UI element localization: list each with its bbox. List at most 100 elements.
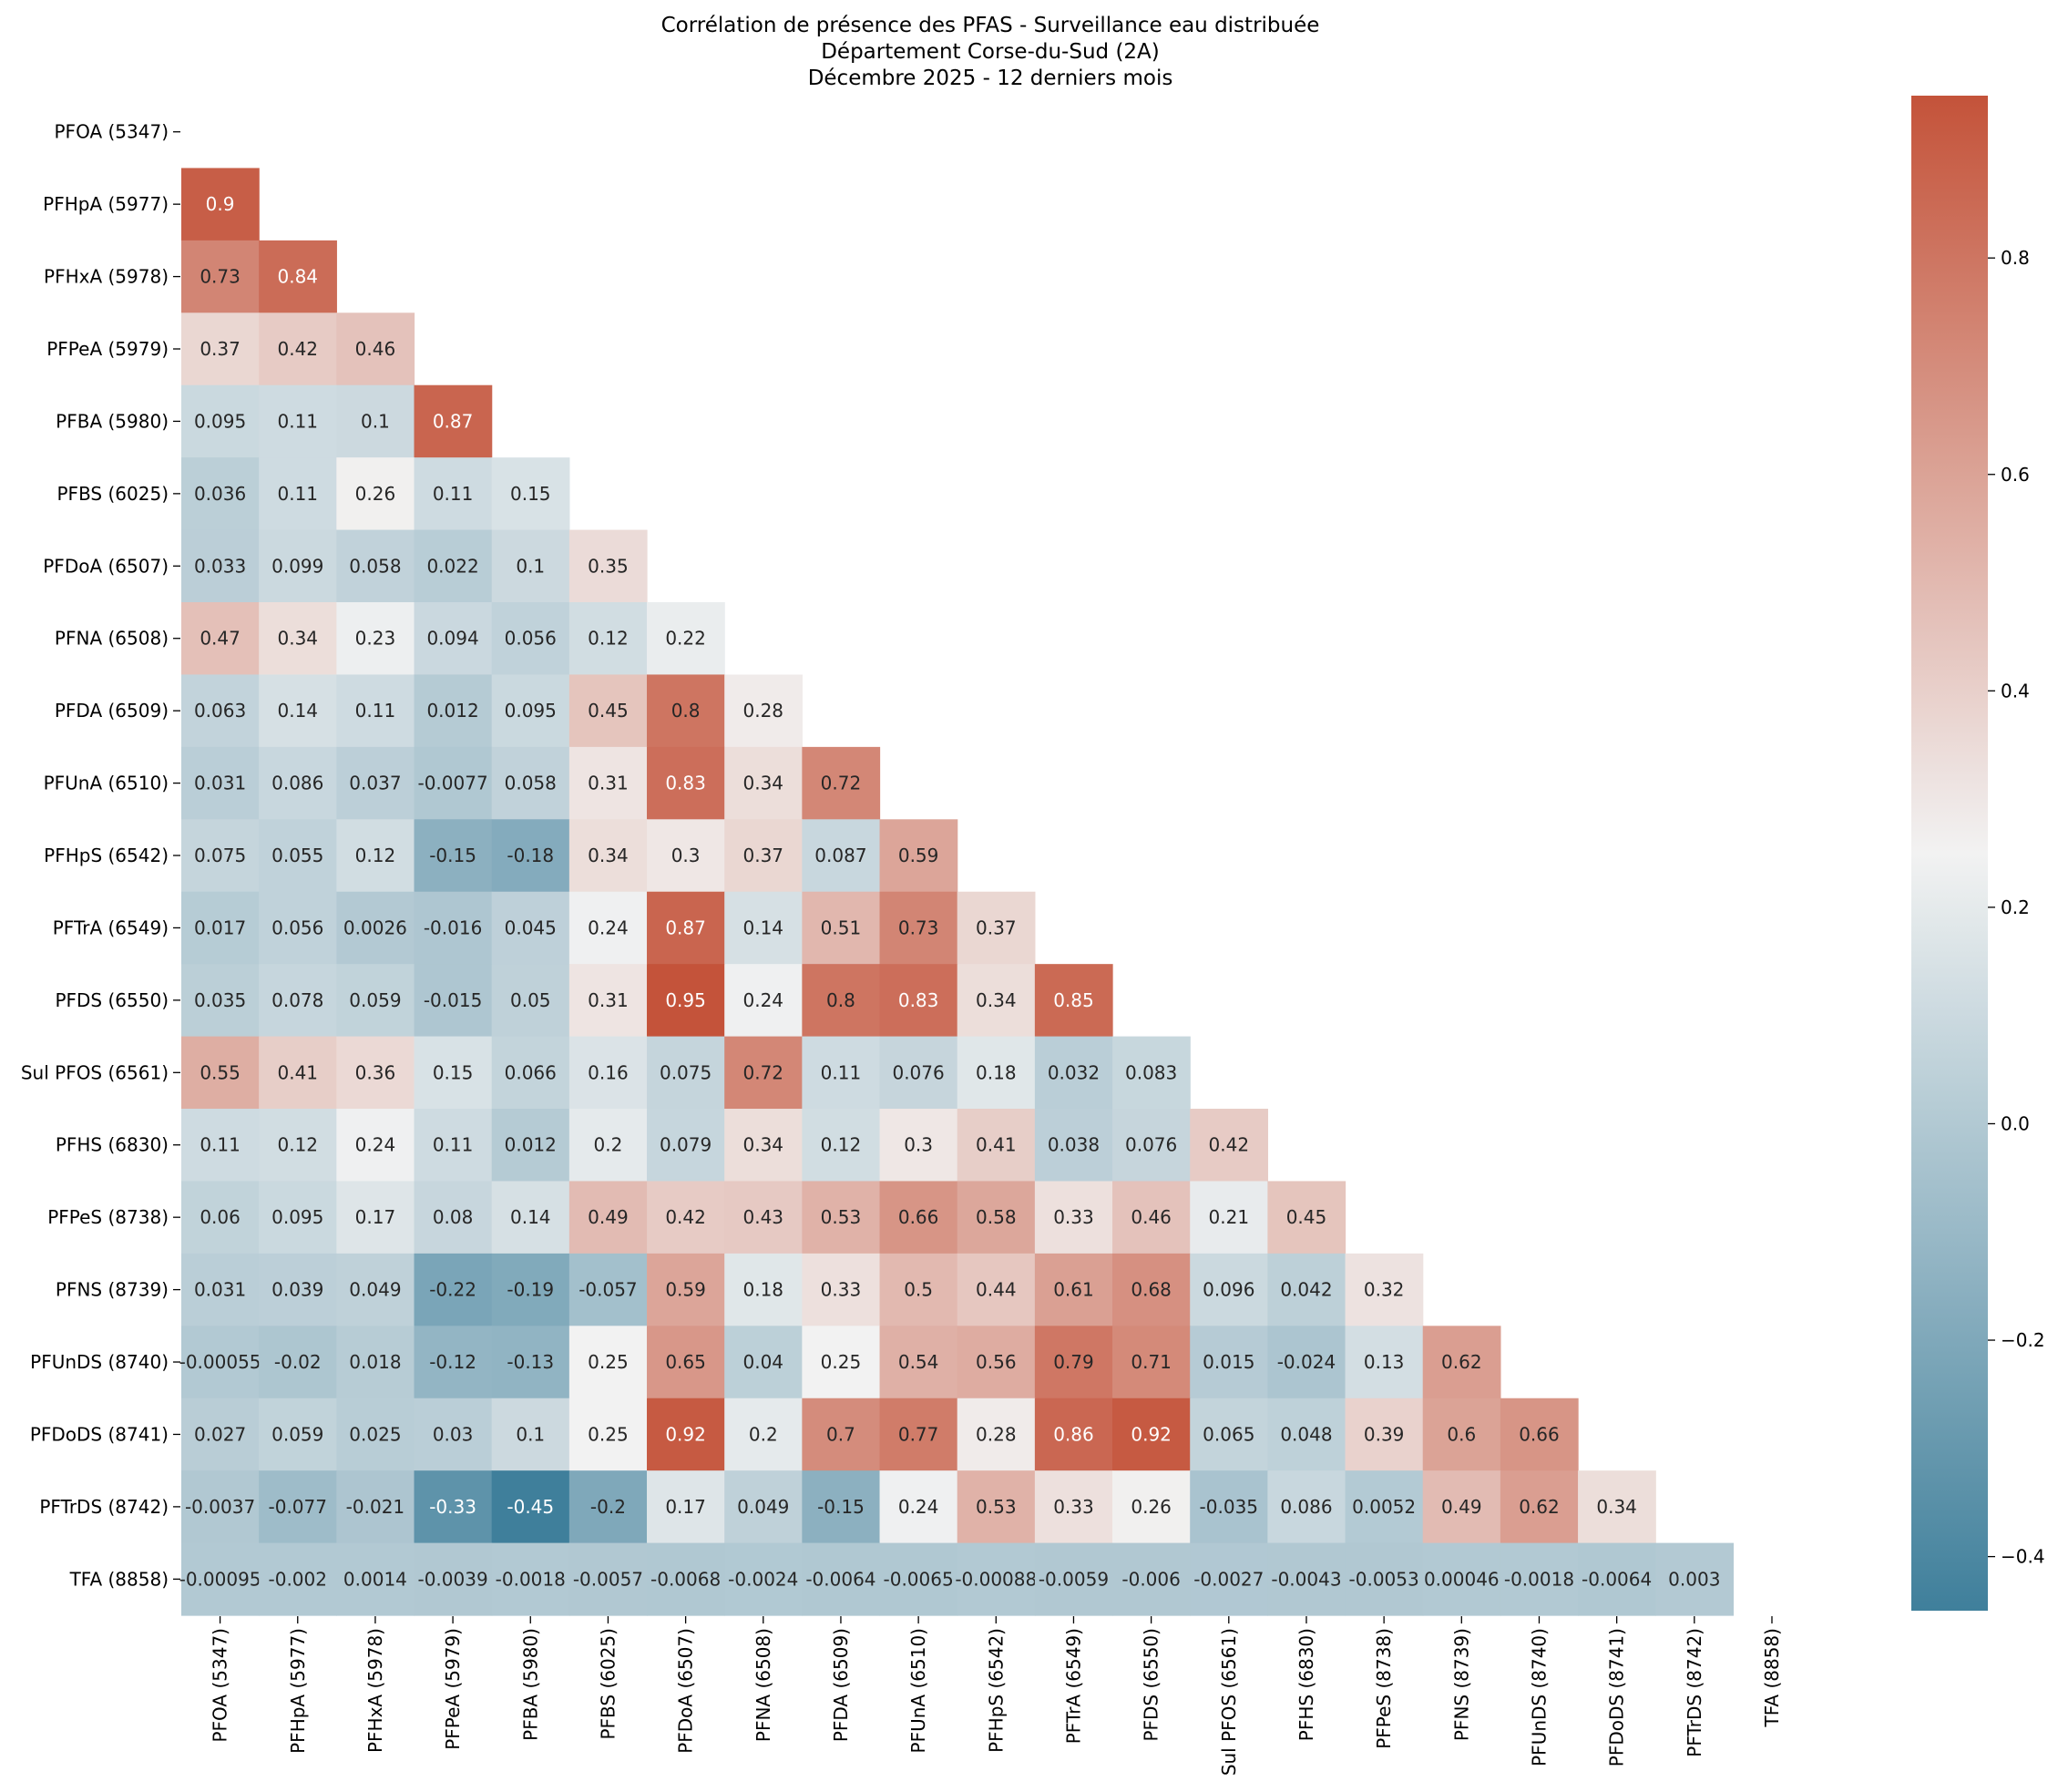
heatmap-cell — [879, 819, 958, 893]
cell-value-label: 0.22 — [665, 628, 706, 650]
x-axis-tick-label: PFDoDS (8741) — [1606, 1628, 1628, 1766]
heatmap-cell — [957, 1470, 1036, 1544]
cell-value-label: 0.34 — [743, 1134, 784, 1156]
heatmap-cell — [957, 1253, 1036, 1326]
heatmap-cell — [491, 746, 570, 820]
heatmap-cell — [259, 457, 337, 531]
heatmap-cell — [491, 964, 570, 1038]
cell-value-label: 0.11 — [821, 1061, 862, 1083]
heatmap-cell — [181, 1398, 260, 1471]
heatmap-cell — [568, 891, 648, 965]
cell-value-label: 0.34 — [588, 845, 629, 866]
heatmap-cell — [802, 746, 881, 820]
heatmap-cell — [336, 602, 415, 676]
x-axis-tick-label: PFNA (6508) — [753, 1628, 774, 1742]
heatmap-cell — [1345, 1398, 1424, 1471]
cell-value-label: 0.62 — [1441, 1351, 1482, 1373]
heatmap-cell — [802, 1398, 881, 1471]
heatmap-cell — [1345, 1326, 1424, 1399]
heatmap-cell — [647, 891, 725, 965]
cell-value-label: -0.006 — [1121, 1568, 1180, 1590]
y-axis-tick-label: PFDoA (6507) — [43, 555, 169, 577]
cell-value-label: 0.34 — [277, 628, 318, 650]
cell-value-label: -0.0018 — [1504, 1568, 1574, 1590]
cell-value-label: 0.015 — [1203, 1351, 1254, 1373]
heatmap-cell — [1190, 1109, 1268, 1183]
cell-value-label: 0.036 — [194, 483, 246, 505]
heatmap-cell — [568, 1542, 648, 1616]
x-axis-tick-label: PFDA (6509) — [830, 1628, 852, 1742]
cell-value-label: 0.37 — [200, 338, 241, 360]
cell-value-label: 0.84 — [277, 266, 318, 288]
cell-value-label: 0.95 — [665, 989, 706, 1011]
cell-value-label: 0.045 — [505, 916, 557, 938]
heatmap-cell — [181, 312, 260, 386]
cell-value-label: 0.3 — [671, 845, 701, 866]
heatmap-cell — [491, 819, 570, 893]
heatmap-cell — [336, 1398, 415, 1471]
cell-value-label: 0.31 — [588, 989, 629, 1011]
cell-value-label: 0.66 — [1519, 1423, 1560, 1445]
cell-value-label: 0.2 — [749, 1423, 778, 1445]
heatmap-cell — [647, 746, 725, 820]
cell-value-label: 0.083 — [1125, 1061, 1177, 1083]
heatmap-cell — [647, 1253, 725, 1326]
heatmap-cell — [957, 1109, 1036, 1183]
heatmap-cell — [568, 529, 648, 603]
heatmap-cell — [414, 1398, 493, 1471]
heatmap-cell — [724, 1398, 803, 1471]
heatmap-cell — [414, 1326, 493, 1399]
heatmap-cell — [802, 1542, 881, 1616]
cell-value-label: 0.027 — [194, 1423, 246, 1445]
heatmap-cell — [568, 602, 648, 676]
heatmap-cell — [181, 964, 260, 1038]
heatmap-cell — [957, 1181, 1036, 1254]
y-axis-tick-label: TFA (8858) — [69, 1568, 169, 1590]
heatmap-cell — [879, 891, 958, 965]
cell-value-label: 0.36 — [355, 1061, 396, 1083]
cell-value-label: 0.0026 — [343, 916, 407, 938]
cell-value-label: 0.17 — [355, 1206, 396, 1228]
heatmap-cell — [568, 1470, 648, 1544]
cell-value-label: -0.15 — [429, 845, 476, 866]
heatmap-cell — [414, 1470, 493, 1544]
heatmap-cell — [181, 1470, 260, 1544]
cell-value-label: 0.003 — [1668, 1568, 1720, 1590]
heatmap-cell — [802, 1470, 881, 1544]
heatmap-cell — [1112, 1470, 1191, 1544]
cell-value-label: 0.022 — [426, 555, 478, 577]
cell-value-label: 0.35 — [588, 555, 629, 577]
cell-value-label: -0.077 — [269, 1496, 327, 1518]
heatmap-cell — [1112, 1036, 1191, 1110]
cell-value-label: 0.059 — [349, 989, 401, 1011]
heatmap-cell — [879, 1036, 958, 1110]
heatmap-cell — [724, 1181, 803, 1254]
cell-value-label: 0.46 — [1131, 1206, 1172, 1228]
heatmap-cell — [1034, 1109, 1113, 1183]
cell-value-label: 0.063 — [194, 700, 246, 722]
x-axis-tick-label: PFDS (6550) — [1141, 1628, 1162, 1742]
cell-value-label: 0.34 — [1596, 1496, 1637, 1518]
cell-value-label: 0.3 — [904, 1134, 933, 1156]
heatmap-cell — [724, 1470, 803, 1544]
cell-value-label: 0.059 — [271, 1423, 323, 1445]
cell-value-label: 0.094 — [426, 628, 478, 650]
heatmap-cell — [1345, 1542, 1424, 1616]
cell-value-label: 0.71 — [1131, 1351, 1172, 1373]
heatmap-cell — [1267, 1326, 1346, 1399]
cell-value-label: 0.056 — [271, 916, 323, 938]
heatmap-cell — [181, 1109, 260, 1183]
heatmap-cell — [414, 891, 493, 965]
cell-value-label: 0.32 — [1364, 1279, 1405, 1301]
heatmap-cell — [336, 674, 415, 748]
cell-value-label: 0.14 — [743, 916, 784, 938]
heatmap-cell — [491, 1036, 570, 1110]
heatmap-cell — [1190, 1181, 1268, 1254]
heatmap-cells: 0.9 0.73 0.84 0.37 0.42 0.46 0.095 0.11 0.1 0.87 0… — [179, 168, 1734, 1616]
cell-value-label: 0.15 — [510, 483, 551, 505]
heatmap-cell — [647, 1542, 725, 1616]
cell-value-label: 0.1 — [516, 555, 545, 577]
heatmap-cell — [181, 240, 260, 313]
colorbar-tick-label: 0.6 — [2001, 464, 2030, 486]
